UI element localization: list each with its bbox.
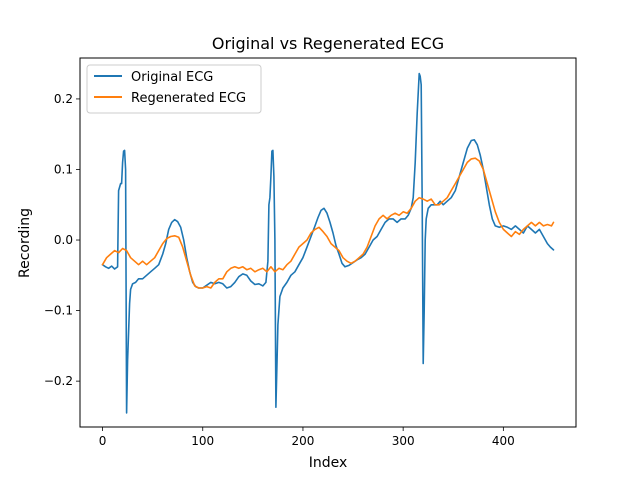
x-axis-label: Index (309, 455, 348, 471)
legend-box (86, 64, 262, 114)
x-tick-label: 100 (191, 434, 214, 448)
y-tick-label: 0.1 (54, 162, 73, 176)
series-line-regenerated-ecg (101, 157, 555, 289)
y-tick-label: 0.0 (54, 233, 73, 247)
series-line-original-ecg (101, 72, 555, 414)
y-axis-ticks: −0.2 −0.1 0.0 0.1 0.2 (44, 92, 80, 388)
plot-series-group (101, 72, 555, 414)
plot-frame (79, 57, 577, 428)
legend: Original ECG Regenerated ECG (86, 64, 262, 114)
legend-label-regenerated: Regenerated ECG (131, 91, 246, 106)
y-tick-label: −0.1 (44, 304, 73, 318)
y-tick-label: 0.2 (54, 92, 73, 106)
chart-title: Original vs Regenerated ECG (212, 34, 444, 53)
legend-label-original: Original ECG (131, 70, 213, 85)
x-tick-label: 200 (291, 434, 314, 448)
x-tick-label: 300 (392, 434, 415, 448)
y-axis-label: Recording (17, 208, 33, 278)
x-tick-label: 400 (492, 434, 515, 448)
y-tick-label: −0.2 (44, 374, 73, 388)
x-axis-ticks: 0 100 200 300 400 (99, 427, 515, 448)
x-tick-label: 0 (99, 434, 107, 448)
